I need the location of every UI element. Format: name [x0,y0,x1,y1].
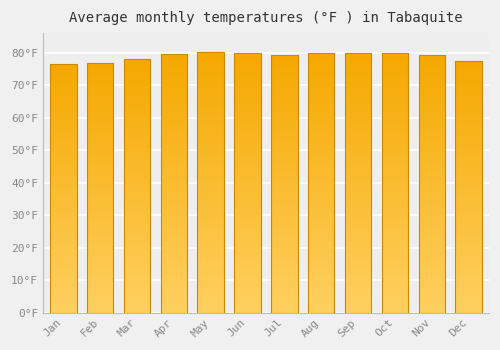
Bar [234,53,261,313]
Bar [198,52,224,313]
Bar [160,54,187,313]
Bar [271,55,297,313]
Bar [418,55,445,313]
Bar [50,64,76,313]
Bar [382,53,408,313]
Bar [345,53,372,313]
Bar [87,63,114,313]
Bar [456,61,482,313]
Bar [308,53,334,313]
Bar [124,59,150,313]
Title: Average monthly temperatures (°F ) in Tabaquite: Average monthly temperatures (°F ) in Ta… [69,11,462,25]
